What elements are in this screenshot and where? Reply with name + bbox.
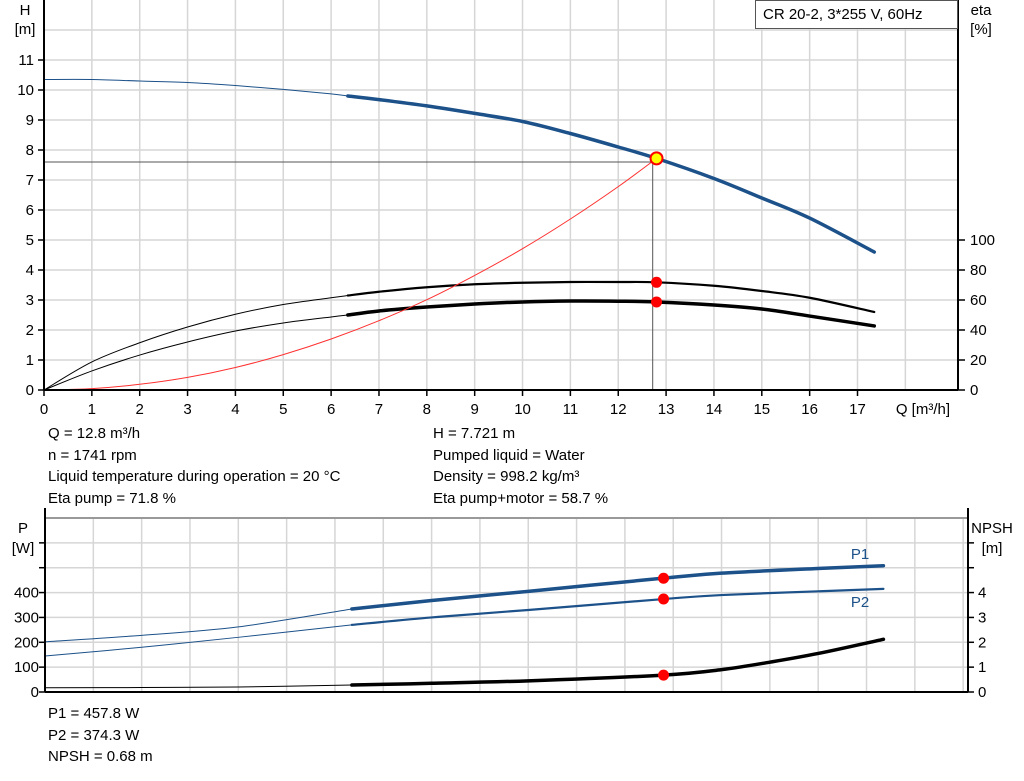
- p-tick-label: 0: [31, 684, 39, 701]
- h-tick-label: 10: [17, 82, 34, 99]
- p2-marker: [658, 593, 670, 605]
- readout-npsh: NPSH = 0.68 m: [48, 748, 153, 765]
- q-tick-label: 0: [40, 401, 48, 418]
- q-tick-label: 6: [327, 401, 335, 418]
- eta-tick-label: 40: [970, 322, 987, 339]
- q-tick-label: 4: [231, 401, 239, 418]
- p-tick-label: 100: [14, 659, 39, 676]
- q-tick-label: 10: [514, 401, 531, 418]
- h-tick-label: 9: [26, 112, 34, 129]
- p-tick-label: 200: [14, 634, 39, 651]
- h-tick-label: 7: [26, 172, 34, 189]
- npsh-tick-label: 2: [978, 634, 986, 651]
- npsh-axis-name: NPSH: [971, 520, 1013, 537]
- readout-power: P1 = 457.8 W P2 = 374.3 W NPSH = 0.68 m: [48, 703, 153, 768]
- q-tick-label: 5: [279, 401, 287, 418]
- h-curve: [346, 94, 877, 254]
- p1-curve: [350, 563, 886, 611]
- h-tick-label: 6: [26, 202, 34, 219]
- npsh-axis-unit: [m]: [982, 540, 1003, 557]
- h-tick-label: 4: [26, 262, 34, 279]
- q-tick-label: 7: [375, 401, 383, 418]
- readout-right: H = 7.721 m Pumped liquid = Water Densit…: [433, 423, 608, 509]
- npsh-tick-label: 3: [978, 609, 986, 626]
- top-chart-grid: [44, 0, 958, 390]
- readout-pumped-liquid: Pumped liquid = Water: [433, 446, 585, 464]
- q-tick-label: 15: [753, 401, 770, 418]
- bottom-chart-grid: [45, 517, 968, 692]
- h-curve-extended: [43, 78, 348, 97]
- p-tick-label: 300: [14, 609, 39, 626]
- eta-tick-label: 20: [970, 352, 987, 369]
- p1-series-label: P1: [851, 546, 869, 563]
- readout-eta-pump: Eta pump = 71.8 %: [48, 489, 176, 507]
- h-tick-label: 8: [26, 142, 34, 159]
- readout-head: H = 7.721 m: [433, 425, 516, 442]
- eta-axis-name: eta: [971, 2, 993, 19]
- h-tick-label: 0: [26, 382, 34, 399]
- h-axis-unit: [m]: [15, 21, 36, 38]
- eta-pump-curve-extended: [43, 295, 348, 391]
- npsh-marker: [658, 669, 670, 681]
- q-tick-label: 9: [471, 401, 479, 418]
- p2-curve: [350, 587, 885, 626]
- h-axis-name: H: [20, 2, 31, 19]
- eta-pump-motor-curve: [346, 299, 877, 328]
- q-tick-label: 16: [801, 401, 818, 418]
- q-axis-label: Q [m³/h]: [896, 401, 950, 418]
- p-tick-label: 400: [14, 585, 39, 602]
- h-tick-label: 2: [26, 322, 34, 339]
- duty-point-marker: [649, 151, 664, 166]
- legend-text: CR 20-2, 3*255 V, 60Hz: [763, 6, 923, 23]
- h-tick-label: 1: [26, 352, 34, 369]
- axis-labels: H [m] eta [%] Q [m³/h] P [W] NPSH [m] P1…: [12, 2, 1013, 611]
- q-tick-label: 17: [849, 401, 866, 418]
- readout-speed: n = 1741 rpm: [48, 446, 137, 464]
- npsh-curve-extended: [44, 684, 352, 689]
- eta-axis-unit: [%]: [970, 21, 992, 38]
- readout-left: Q = 12.8 m³/h n = 1741 rpm Liquid temper…: [48, 423, 340, 509]
- eta-pump-motor-marker: [651, 296, 663, 308]
- p-axis-name: P: [18, 520, 28, 537]
- h-tick-label: 5: [26, 232, 34, 249]
- readout-eta-pump-motor: Eta pump+motor = 58.7 %: [433, 489, 609, 507]
- readout-flow: Q = 12.8 m³/h: [48, 425, 141, 442]
- curves: [43, 78, 886, 689]
- eta-tick-label: 60: [970, 292, 987, 309]
- eta-tick-label: 80: [970, 262, 987, 279]
- p2-series-label: P2: [851, 594, 869, 611]
- readout-liquid-temperature: Liquid temperature during operation = 20…: [48, 468, 341, 485]
- q-tick-label: 3: [183, 401, 191, 418]
- q-tick-label: 8: [423, 401, 431, 418]
- q-tick-label: 11: [563, 401, 579, 418]
- axes: 0 1 2 3 4 5 6 7 8 9 10 11 12 13 14 15 16 1701234567891011…: [14, 0, 995, 701]
- eta-tick-label: 0: [970, 382, 978, 399]
- h-tick-label: 11: [18, 52, 34, 69]
- readout-density: Density = 998.2 kg/m³: [433, 468, 580, 485]
- eta-pump-marker: [651, 276, 663, 288]
- npsh-tick-label: 4: [978, 585, 986, 602]
- q-tick-label: 12: [610, 401, 627, 418]
- readout-p1: P1 = 457.8 W: [48, 705, 140, 722]
- npsh-tick-label: 0: [978, 684, 986, 701]
- q-tick-label: 1: [88, 401, 96, 418]
- p-axis-unit: [W]: [12, 540, 35, 557]
- q-tick-label: 13: [658, 401, 675, 418]
- q-tick-label: 2: [136, 401, 144, 418]
- readout-p2: P2 = 374.3 W: [48, 726, 140, 744]
- p1-curve-extended: [44, 608, 352, 643]
- h-tick-label: 3: [26, 292, 34, 309]
- npsh-tick-label: 1: [978, 659, 986, 676]
- system-curve: [43, 157, 657, 391]
- p1-marker: [658, 572, 670, 584]
- npsh-curve: [350, 637, 886, 687]
- q-tick-label: 14: [706, 401, 723, 418]
- eta-pump-motor-curve-extended: [43, 314, 348, 391]
- eta-tick-label: 100: [970, 232, 995, 249]
- operating-point-markers: [649, 151, 670, 681]
- legend-box: CR 20-2, 3*255 V, 60Hz: [755, 0, 958, 29]
- eta-pump-curve: [346, 280, 876, 314]
- p2-curve-extended: [44, 624, 352, 657]
